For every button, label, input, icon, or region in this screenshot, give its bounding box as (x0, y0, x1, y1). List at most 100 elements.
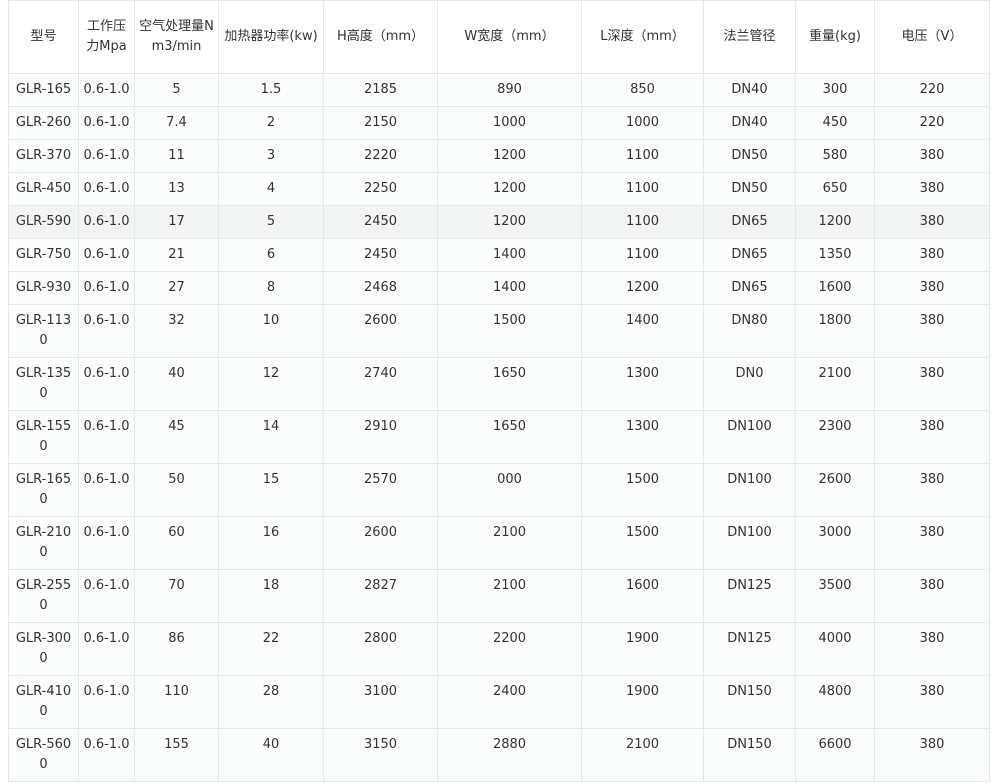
cell-pressure: 0.6-1.0 (78, 675, 135, 729)
cell-voltage: 380 (874, 172, 990, 206)
cell-heater-power: 12 (218, 357, 324, 411)
header-model: 型号 (8, 0, 79, 74)
cell-weight: 3000 (795, 516, 875, 570)
cell-height: 2600 (323, 304, 438, 358)
cell-airflow: 110 (134, 675, 219, 729)
cell-width: 2100 (437, 516, 582, 570)
cell-flange: DN100 (703, 410, 796, 464)
spec-table: 型号 工作压力Mpa 空气处理量Nm3/min 加热器功率(kw) H高度（mm… (8, 0, 990, 782)
table-row: GLR-4100 0.6-1.0 110 28 3100 2400 1900 DN150 480… (8, 675, 990, 729)
cell-model: GLR-930 (8, 271, 79, 305)
cell-width: 1200 (437, 205, 582, 239)
header-width: W宽度（mm） (437, 0, 582, 74)
cell-flange: DN50 (703, 172, 796, 206)
cell-depth: 1100 (581, 139, 704, 173)
cell-weight: 2300 (795, 410, 875, 464)
cell-flange: DN50 (703, 139, 796, 173)
cell-heater-power: 4 (218, 172, 324, 206)
cell-width: 1000 (437, 106, 582, 140)
cell-heater-power: 3 (218, 139, 324, 173)
cell-voltage: 220 (874, 73, 990, 107)
cell-pressure: 0.6-1.0 (78, 463, 135, 517)
cell-depth: 1500 (581, 516, 704, 570)
table-row: GLR-1350 0.6-1.0 40 12 2740 1650 1300 DN0 2100 38… (8, 357, 990, 411)
table-row: GLR-370 0.6-1.0 11 3 2220 1200 1100 DN50 580 380 (8, 139, 990, 173)
cell-height: 2450 (323, 238, 438, 272)
table-row: GLR-450 0.6-1.0 13 4 2250 1200 1100 DN50 650 380 (8, 172, 990, 206)
cell-depth: 1300 (581, 357, 704, 411)
table-row: GLR-930 0.6-1.0 27 8 2468 1400 1200 DN65 1600 380 (8, 271, 990, 305)
cell-model: GLR-1350 (8, 357, 79, 411)
table-row: GLR-3000 0.6-1.0 86 22 2800 2200 1900 DN125 4000… (8, 622, 990, 676)
cell-airflow: 21 (134, 238, 219, 272)
cell-model: GLR-4100 (8, 675, 79, 729)
cell-voltage: 380 (874, 271, 990, 305)
cell-weight: 4800 (795, 675, 875, 729)
cell-pressure: 0.6-1.0 (78, 106, 135, 140)
cell-heater-power: 16 (218, 516, 324, 570)
cell-pressure: 0.6-1.0 (78, 172, 135, 206)
cell-pressure: 0.6-1.0 (78, 304, 135, 358)
cell-model: GLR-5600 (8, 728, 79, 782)
table-row: GLR-2550 0.6-1.0 70 18 2827 2100 1600 DN125 3500… (8, 569, 990, 623)
cell-width: 2200 (437, 622, 582, 676)
cell-model: GLR-2550 (8, 569, 79, 623)
header-pressure: 工作压力Mpa (78, 0, 135, 74)
cell-voltage: 380 (874, 139, 990, 173)
cell-weight: 580 (795, 139, 875, 173)
cell-depth: 1100 (581, 205, 704, 239)
cell-height: 2800 (323, 622, 438, 676)
cell-depth: 1500 (581, 463, 704, 517)
cell-height: 3150 (323, 728, 438, 782)
cell-height: 2827 (323, 569, 438, 623)
cell-airflow: 45 (134, 410, 219, 464)
cell-model: GLR-590 (8, 205, 79, 239)
cell-weight: 4000 (795, 622, 875, 676)
cell-airflow: 13 (134, 172, 219, 206)
cell-heater-power: 40 (218, 728, 324, 782)
cell-pressure: 0.6-1.0 (78, 73, 135, 107)
cell-airflow: 32 (134, 304, 219, 358)
cell-pressure: 0.6-1.0 (78, 238, 135, 272)
cell-depth: 1200 (581, 271, 704, 305)
cell-model: GLR-1650 (8, 463, 79, 517)
cell-height: 2450 (323, 205, 438, 239)
table-row: GLR-2100 0.6-1.0 60 16 2600 2100 1500 DN100 3000… (8, 516, 990, 570)
cell-voltage: 380 (874, 728, 990, 782)
cell-airflow: 27 (134, 271, 219, 305)
cell-weight: 2100 (795, 357, 875, 411)
cell-heater-power: 18 (218, 569, 324, 623)
header-voltage: 电压（V） (874, 0, 990, 74)
cell-pressure: 0.6-1.0 (78, 205, 135, 239)
cell-voltage: 380 (874, 205, 990, 239)
cell-height: 2740 (323, 357, 438, 411)
cell-weight: 450 (795, 106, 875, 140)
cell-heater-power: 10 (218, 304, 324, 358)
table-row: GLR-165 0.6-1.0 5 1.5 2185 890 850 DN40 300 220 (8, 73, 990, 107)
cell-flange: DN125 (703, 622, 796, 676)
cell-depth: 1300 (581, 410, 704, 464)
cell-weight: 1200 (795, 205, 875, 239)
cell-heater-power: 2 (218, 106, 324, 140)
cell-heater-power: 28 (218, 675, 324, 729)
cell-heater-power: 14 (218, 410, 324, 464)
cell-depth: 1000 (581, 106, 704, 140)
cell-voltage: 380 (874, 410, 990, 464)
table-row: GLR-260 0.6-1.0 7.4 2 2150 1000 1000 DN40 450 220 (8, 106, 990, 140)
cell-airflow: 70 (134, 569, 219, 623)
cell-pressure: 0.6-1.0 (78, 139, 135, 173)
table-row: GLR-1130 0.6-1.0 32 10 2600 1500 1400 DN80 1800 3… (8, 304, 990, 358)
cell-voltage: 380 (874, 463, 990, 517)
cell-model: GLR-165 (8, 73, 79, 107)
cell-depth: 1900 (581, 622, 704, 676)
cell-heater-power: 5 (218, 205, 324, 239)
cell-model: GLR-260 (8, 106, 79, 140)
cell-height: 2468 (323, 271, 438, 305)
cell-width: 2100 (437, 569, 582, 623)
cell-depth: 1100 (581, 172, 704, 206)
cell-heater-power: 1.5 (218, 73, 324, 107)
cell-depth: 1100 (581, 238, 704, 272)
cell-voltage: 380 (874, 304, 990, 358)
cell-width: 890 (437, 73, 582, 107)
cell-flange: DN65 (703, 205, 796, 239)
